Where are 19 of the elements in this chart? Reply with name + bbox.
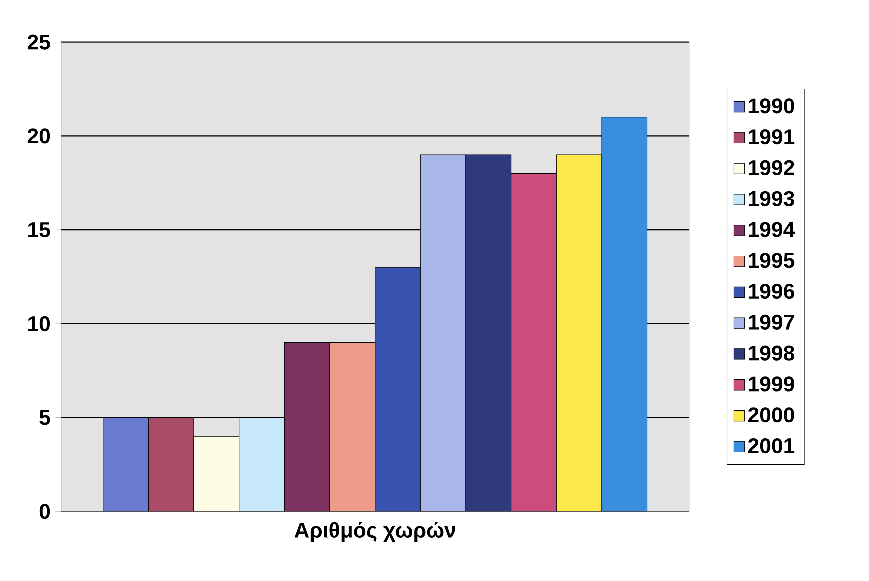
y-tick-label: 15 <box>28 222 50 238</box>
y-tick-label: 25 <box>28 34 50 50</box>
legend-label: 1995 <box>749 253 795 268</box>
y-tick-label: 0 <box>40 504 50 520</box>
legend-label: 2000 <box>748 408 794 423</box>
legend-label: 1999 <box>749 376 794 392</box>
legend-label: 1997 <box>749 314 794 330</box>
y-tick-label: 20 <box>28 128 50 144</box>
legend-label: 1994 <box>749 222 796 238</box>
legend-label: 2001 <box>748 438 795 454</box>
legend-label: 1991 <box>749 130 795 145</box>
legend-label: 1996 <box>749 284 794 300</box>
x-tick-label: Αριθμός χωρών <box>294 522 456 542</box>
legend-label: 1990 <box>749 98 794 114</box>
legend-label: 1992 <box>749 160 794 176</box>
y-tick-label: 5 <box>40 410 50 426</box>
y-tick-label: 10 <box>28 316 50 332</box>
legend-label: 1998 <box>749 346 795 361</box>
legend-label: 1993 <box>749 191 794 206</box>
